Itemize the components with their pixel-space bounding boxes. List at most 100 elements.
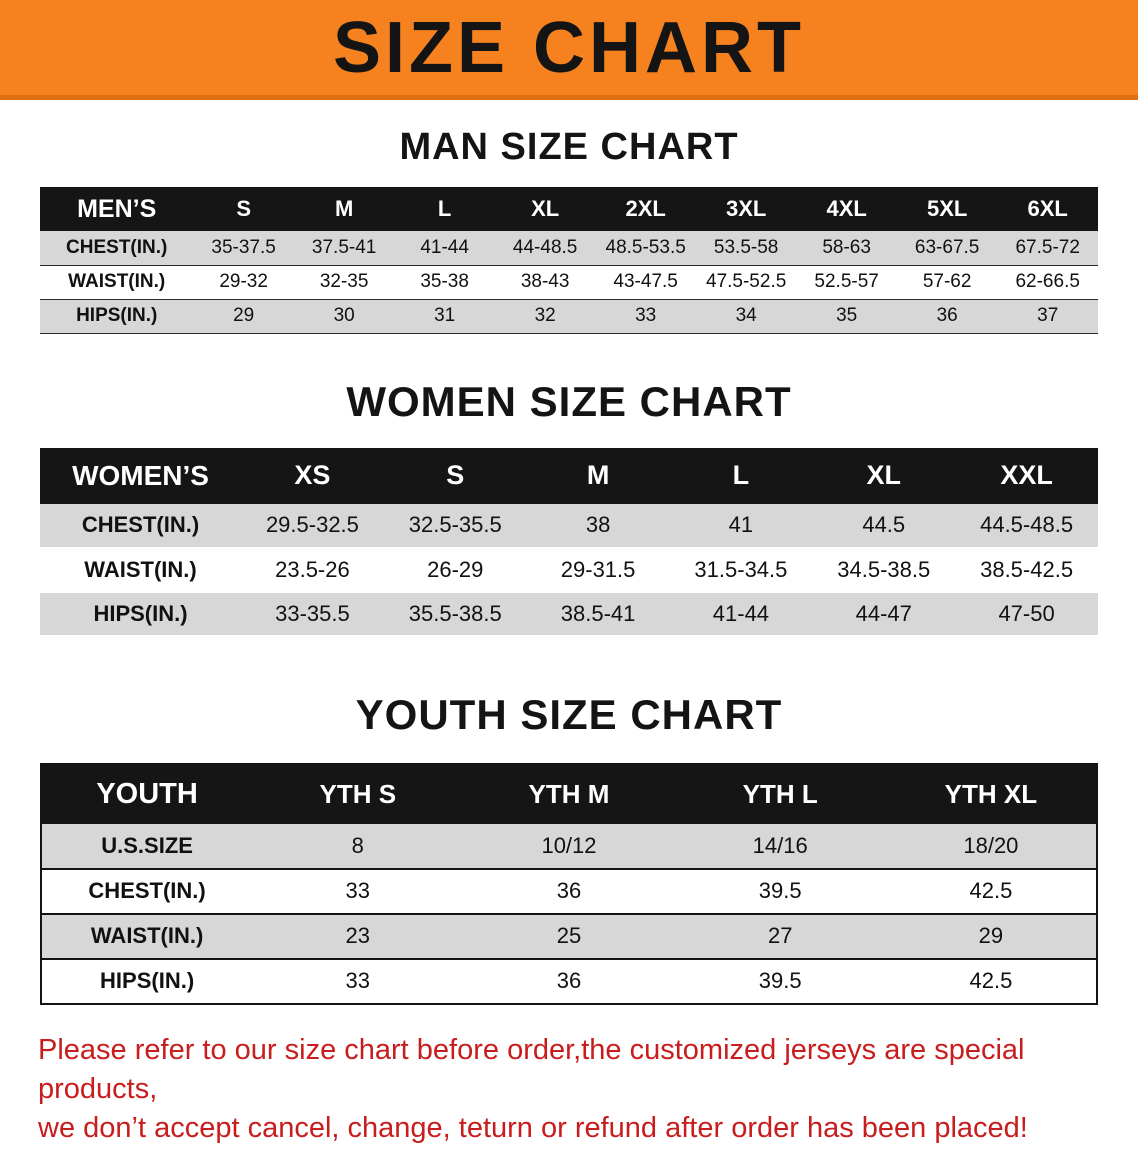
table-header-row: WOMEN’S XS S M L XL XXL (40, 447, 1098, 504)
size-header-cell: S (383, 447, 527, 504)
value-cell: 32 (534, 305, 556, 326)
size-header-cell: L (394, 187, 495, 231)
table-header-row: MEN’S S M L XL 2XL 3XL 4XL 5XL 6XL (40, 187, 1098, 231)
size-header-cell: 6XL (997, 187, 1098, 231)
value-cell: 44-48.5 (512, 236, 578, 258)
size-header-cell: YTH M (463, 763, 675, 824)
women-size-table: WOMEN’S XS S M L XL XXL CHEST(IN.) 29.5-32.5 32.5… (40, 447, 1098, 637)
row-label-cell: CHEST(IN.) (88, 878, 206, 903)
row-label-cell: HIPS(IN.) (76, 305, 158, 326)
value-cell: 29-31.5 (560, 556, 636, 582)
value-cell: 67.5-72 (1015, 236, 1080, 258)
value-cell: 44.5-48.5 (980, 512, 1074, 537)
women-size-section: WOMEN SIZE CHART WOMEN’S XS S M L XL XXL CHEST(… (0, 378, 1138, 637)
notice-line-2: we don’t accept cancel, change, teturn o… (38, 1111, 1028, 1144)
table-row: WAIST(IN.) 29-32 32-35 35-38 38-43 43-47.5 47.… (40, 265, 1098, 299)
size-header-cell: M (526, 447, 670, 504)
value-cell: 10/12 (541, 832, 597, 858)
table-row: U.S.SIZE 8 10/12 14/16 18/20 (41, 823, 1097, 869)
size-header-cell: 3XL (695, 187, 797, 231)
value-cell: 29 (978, 923, 1004, 948)
row-label-cell: CHEST(IN.) (66, 236, 168, 258)
notice-line-1: Please refer to our size chart before or… (38, 1033, 1025, 1105)
order-notice: Please refer to our size chart before or… (0, 1031, 1138, 1168)
value-cell: 35.5-38.5 (408, 600, 502, 626)
table-header-row: YOUTH YTH S YTH M YTH L YTH XL (41, 763, 1097, 824)
banner: SIZE CHART (0, 0, 1138, 100)
youth-size-section: YOUTH SIZE CHART YOUTH YTH S YTH M YTH L YTH… (0, 691, 1138, 1005)
value-cell: 26-29 (427, 556, 484, 582)
value-cell: 38.5-42.5 (980, 556, 1074, 582)
value-cell: 31.5-34.5 (694, 556, 788, 582)
value-cell: 36 (556, 878, 582, 903)
value-cell: 35-38 (420, 271, 469, 292)
value-cell: 32-35 (319, 271, 369, 292)
value-cell: 44.5 (862, 512, 906, 537)
value-cell: 35-37.5 (211, 236, 276, 258)
table-title-cell: YOUTH (41, 763, 253, 824)
value-cell: 23.5-26 (275, 556, 350, 582)
row-label-cell: U.S.SIZE (101, 832, 193, 858)
value-cell: 14/16 (752, 832, 808, 858)
value-cell: 30 (333, 305, 355, 326)
value-cell: 18/20 (963, 832, 1019, 858)
page-title: SIZE CHART (333, 7, 805, 88)
value-cell: 37.5-41 (311, 236, 377, 258)
table-row: WAIST(IN.) 23 25 27 29 (41, 913, 1097, 959)
value-cell: 39.5 (758, 878, 802, 903)
row-label-cell: WAIST(IN.) (68, 271, 166, 292)
size-header-cell: XL (812, 447, 956, 504)
row-label-cell: CHEST(IN.) (81, 512, 200, 537)
size-header-cell: S (193, 187, 294, 231)
man-size-section: MAN SIZE CHART MEN’S S M L XL 2XL 3XL 4XL 5XL 6XL… (0, 126, 1138, 334)
value-cell: 42.5 (969, 878, 1013, 903)
value-cell: 29 (233, 305, 255, 326)
value-cell: 32.5-35.5 (408, 512, 502, 537)
value-cell: 31 (434, 305, 456, 326)
value-cell: 42.5 (969, 968, 1013, 993)
table-row: HIPS(IN.) 29 30 31 32 33 34 35 36 37 (40, 299, 1098, 333)
value-cell: 47-50 (998, 600, 1055, 626)
table-row: WAIST(IN.) 23.5-26 26-29 29-31.5 31.5-34.5 34… (40, 547, 1098, 592)
value-cell: 53.5-58 (713, 236, 779, 258)
size-header-cell: 5XL (896, 187, 998, 231)
value-cell: 34.5-38.5 (837, 556, 931, 582)
table-row: HIPS(IN.) 33 36 39.5 42.5 (41, 958, 1097, 1004)
value-cell: 33 (345, 878, 371, 903)
value-cell: 57-62 (922, 271, 972, 292)
value-cell: 29-32 (219, 271, 268, 292)
women-table-wrap: WOMEN’S XS S M L XL XXL CHEST(IN.) 29.5-32.5 32.5… (0, 447, 1138, 637)
size-header-cell: M (293, 187, 395, 231)
table-row: CHEST(IN.) 35-37.5 37.5-41 41-44 44-48.5 48.5… (40, 231, 1098, 265)
value-cell: 33 (635, 305, 657, 326)
size-header-cell: 4XL (796, 187, 897, 231)
value-cell: 36 (556, 968, 582, 993)
man-table-wrap: MEN’S S M L XL 2XL 3XL 4XL 5XL 6XL CHEST(IN.) 35-37… (0, 187, 1138, 334)
size-header-cell: XXL (955, 447, 1098, 504)
size-header-cell: YTH XL (885, 763, 1097, 824)
value-cell: 62-66.5 (1015, 271, 1080, 292)
value-cell: 52.5-57 (814, 271, 879, 292)
man-section-title: MAN SIZE CHART (399, 126, 739, 168)
man-size-table: MEN’S S M L XL 2XL 3XL 4XL 5XL 6XL CHEST(IN.) 35-37… (40, 187, 1098, 334)
women-section-title: WOMEN SIZE CHART (346, 377, 792, 425)
value-cell: 39.5 (758, 968, 802, 993)
value-cell: 29.5-32.5 (265, 512, 359, 537)
value-cell: 37 (1037, 305, 1059, 326)
value-cell: 25 (556, 923, 582, 948)
row-label-cell: HIPS(IN.) (93, 600, 188, 626)
value-cell: 23 (345, 923, 371, 948)
table-row: CHEST(IN.) 29.5-32.5 32.5-35.5 38 41 44.5 44.5… (40, 503, 1098, 548)
value-cell: 41-44 (420, 236, 469, 258)
value-cell: 58-63 (822, 236, 871, 258)
size-header-cell: YTH S (252, 763, 464, 824)
size-header-cell: 2XL (595, 187, 696, 231)
value-cell: 38 (585, 512, 611, 537)
table-row: CHEST(IN.) 33 36 39.5 42.5 (41, 868, 1097, 914)
value-cell: 33-35.5 (275, 600, 350, 626)
size-header-cell: XS (241, 447, 384, 504)
table-title-cell: MEN’S (40, 187, 194, 231)
value-cell: 33 (345, 968, 371, 993)
size-header-cell: XL (494, 187, 596, 231)
